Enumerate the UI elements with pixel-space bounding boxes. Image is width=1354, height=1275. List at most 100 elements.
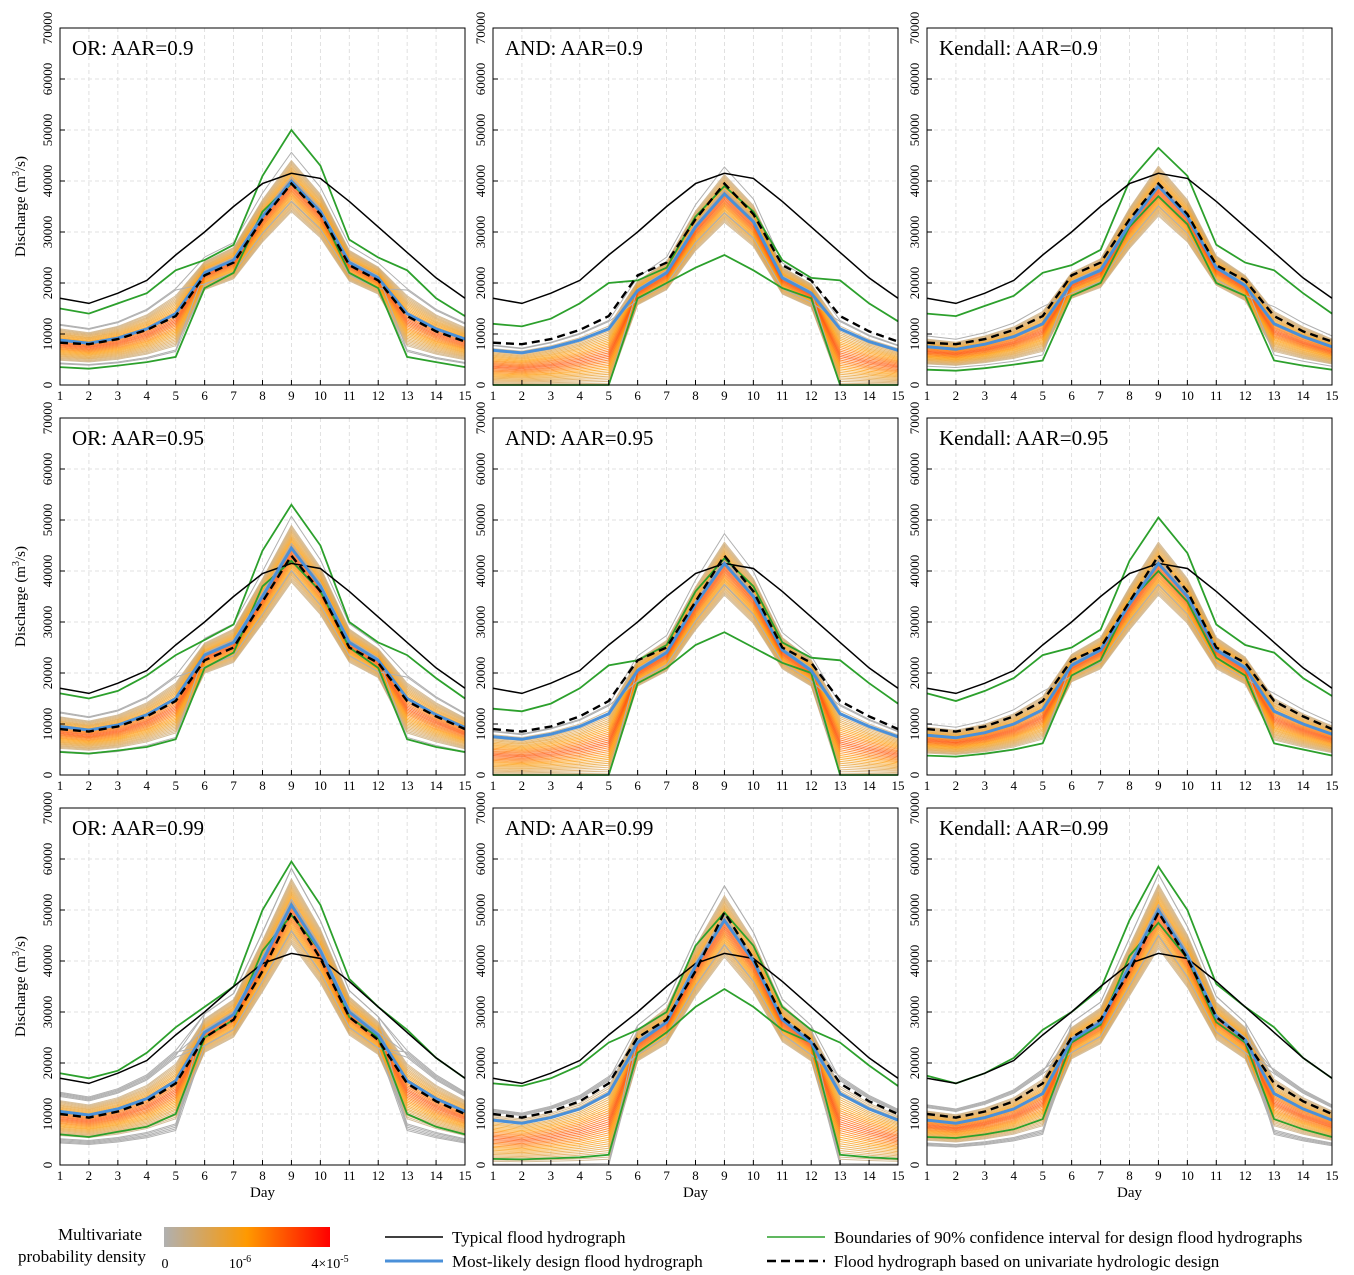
y-tick-label: 40000	[473, 555, 488, 588]
x-tick-label: 1	[924, 778, 931, 793]
sample-hydrograph	[59, 204, 466, 360]
y-tick-label: 70000	[40, 12, 55, 45]
x-tick-label: 1	[924, 388, 931, 403]
sample-hydrograph	[926, 581, 1333, 750]
sample-hydrograph	[926, 914, 1333, 1129]
y-tick-label: 50000	[907, 114, 922, 147]
sample-hydrograph	[59, 190, 466, 352]
y-tick-label: 50000	[907, 504, 922, 537]
sample-hydrograph	[926, 926, 1333, 1134]
panel-2: AND: AAR=0.9 0 10000 20000 30000 40000 50000 60…	[473, 12, 905, 403]
y-tick-label: 0	[473, 1162, 488, 1169]
x-tick-label: 3	[548, 778, 555, 793]
x-tick-label: 2	[519, 388, 526, 403]
x-tick-label: 3	[115, 388, 122, 403]
sample-hydrograph	[926, 192, 1333, 356]
x-tick-label: 4	[1011, 1168, 1018, 1183]
x-tick-label: 3	[115, 1168, 122, 1183]
x-tick-label: 13	[834, 778, 847, 793]
x-tick-label: 10	[1181, 388, 1194, 403]
x-tick-label: 15	[892, 1168, 905, 1183]
y-tick-label: 10000	[907, 318, 922, 351]
x-tick-label: 3	[548, 1168, 555, 1183]
x-tick-label: 10	[1181, 1168, 1194, 1183]
x-tick-label: 8	[692, 1168, 699, 1183]
sample-hydrograph	[926, 570, 1333, 745]
sample-hydrograph	[492, 541, 899, 739]
x-tick-label: 6	[1068, 1168, 1075, 1183]
sample-hydrograph	[59, 552, 466, 736]
typical-hydrograph-line	[926, 172, 1333, 305]
sample-hydrograph	[492, 939, 899, 1151]
ci-lower-line	[59, 182, 466, 370]
sample-hydrograph	[926, 554, 1333, 737]
y-tick-label: 50000	[40, 114, 55, 147]
sample-hydrograph-lowdensity	[59, 151, 466, 330]
panel-1: OR: AAR=0.9 0 10000 20000 30000 40000 50000 600…	[11, 12, 472, 403]
sample-hydrograph	[492, 568, 899, 758]
y-tick-label: 0	[40, 1162, 55, 1169]
x-tick-label: 12	[1239, 1168, 1252, 1183]
sample-hydrograph	[59, 879, 466, 1107]
sample-hydrograph	[926, 198, 1333, 359]
sample-hydrograph	[492, 199, 899, 371]
x-tick-label: 9	[1155, 1168, 1162, 1183]
y-axis-label: Discharge (m3/s)	[11, 546, 29, 647]
sample-hydrograph	[926, 197, 1333, 358]
ci-upper-line	[59, 503, 466, 700]
panel-title: Kendall: AAR=0.9	[939, 36, 1098, 60]
x-tick-label: 10	[314, 1168, 327, 1183]
x-tick-label: 7	[230, 388, 237, 403]
y-tick-label: 60000	[40, 453, 55, 486]
sample-hydrograph	[926, 578, 1333, 748]
x-tick-label: 1	[57, 388, 64, 403]
sample-hydrograph	[59, 558, 466, 740]
sample-hydrograph-lowdensity	[926, 205, 1333, 340]
y-tick-label: 0	[907, 382, 922, 389]
sample-hydrograph	[492, 208, 899, 377]
sample-hydrograph	[492, 197, 899, 369]
sample-hydrograph	[492, 571, 899, 760]
sample-hydrograph	[926, 168, 1333, 345]
x-tick-label: 13	[401, 1168, 414, 1183]
sample-hydrograph	[59, 538, 466, 729]
y-tick-label: 30000	[907, 606, 922, 639]
ci-lower-line	[926, 921, 1333, 1139]
x-tick-label: 9	[721, 388, 728, 403]
sample-hydrograph	[59, 198, 466, 356]
x-tick-label: 14	[1297, 1168, 1311, 1183]
y-tick-label: 60000	[907, 843, 922, 876]
x-tick-label: 12	[372, 1168, 385, 1183]
x-tick-label: 13	[834, 388, 847, 403]
x-tick-label: 7	[663, 1168, 670, 1183]
panel-title: AND: AAR=0.95	[505, 426, 653, 450]
sample-hydrograph	[926, 568, 1333, 744]
sample-hydrograph-lowdensity	[492, 166, 899, 349]
sample-hydrograph	[492, 202, 899, 373]
ci-upper-line	[492, 911, 899, 1087]
x-tick-label: 2	[519, 778, 526, 793]
x-tick-label: 8	[259, 388, 266, 403]
sample-hydrograph	[926, 898, 1333, 1122]
panel-7: OR: AAR=0.99 0 10000 20000 30000 40000 50000 60…	[11, 792, 472, 1201]
x-tick-label: 8	[1126, 388, 1133, 403]
x-tick-label: 4	[577, 1168, 584, 1183]
y-tick-label: 60000	[40, 63, 55, 96]
y-axis-label: Discharge (m3/s)	[11, 936, 29, 1037]
y-tick-label: 0	[473, 382, 488, 389]
sample-hydrograph	[926, 550, 1333, 736]
y-tick-label: 50000	[473, 894, 488, 927]
sample-hydrograph	[59, 531, 466, 726]
sample-hydrograph	[492, 186, 899, 362]
ci-lower-line	[59, 913, 466, 1138]
sample-hydrograph-lowdensity	[59, 898, 466, 1145]
x-tick-label: 3	[982, 388, 989, 403]
legend-typical-label: Typical flood hydrograph	[452, 1228, 626, 1247]
y-tick-label: 10000	[40, 708, 55, 741]
sample-hydrograph	[492, 205, 899, 375]
sample-hydrograph	[59, 881, 466, 1108]
x-tick-label: 2	[953, 1168, 960, 1183]
sample-hydrograph	[492, 933, 899, 1147]
x-tick-label: 12	[1239, 778, 1252, 793]
y-tick-label: 30000	[40, 996, 55, 1029]
